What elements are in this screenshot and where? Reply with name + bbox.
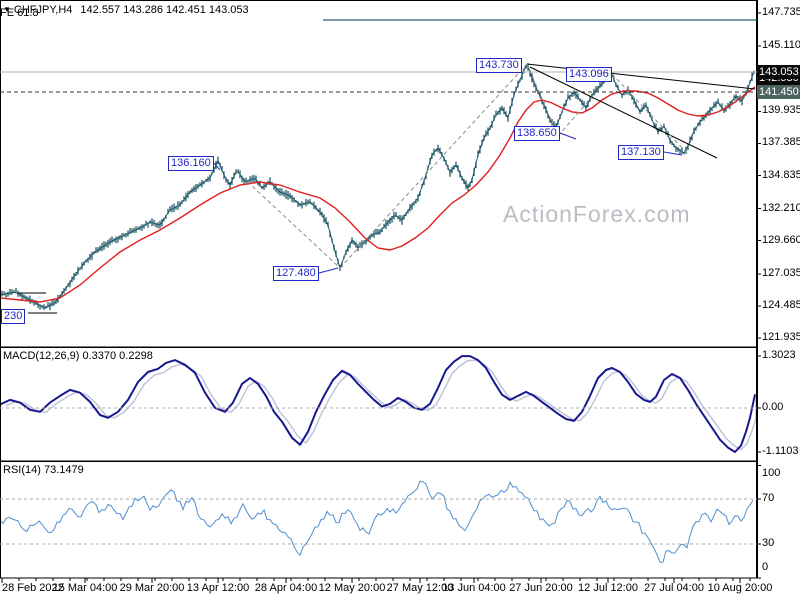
swing-price-label: 143.096: [566, 67, 612, 82]
date-axis-label: 15 Mar 04:00: [52, 582, 118, 594]
label-connector: [213, 162, 221, 171]
fib-extension-label: FE 61.8: [0, 7, 39, 19]
rsi-indicator-label: RSI(14) 73.1479: [3, 464, 84, 476]
zigzag-line: [611, 73, 689, 155]
date-axis-label: 27 Jun 20:00: [509, 582, 573, 594]
swing-price-label: 127.480: [273, 266, 319, 281]
macd-axis-tick: 0.00: [762, 400, 784, 413]
price-axis-tick: 139.935: [762, 104, 800, 117]
price-axis-tick: 127.035: [762, 266, 800, 279]
date-axis-label: 28 Feb 2022: [2, 582, 64, 594]
trend-line: [529, 66, 718, 159]
macd-line: [1, 355, 756, 453]
price-axis-tick: 134.835: [762, 168, 800, 181]
price-pane[interactable]: [0, 63, 756, 311]
rsi-axis-tick: 70: [762, 492, 775, 504]
rsi-axis-tick: 30: [762, 537, 775, 549]
macd-axis-tick: 1.3023: [762, 349, 796, 361]
trend-line: [526, 63, 756, 90]
chevron-down-icon: ▼: [3, 5, 11, 14]
symbol-timeframe: CHFJPY,H4: [13, 4, 73, 16]
date-axis-label: 28 Apr 04:00: [254, 582, 318, 594]
date-axis-label: 10 Aug 20:00: [707, 582, 773, 594]
date-axis-label: 29 Mar 20:00: [119, 582, 185, 594]
swing-price-label: 137.130: [618, 145, 664, 160]
price-axis-tick: 124.485: [762, 298, 800, 311]
price-axis-tick: 147.735: [762, 6, 800, 18]
macd-indicator-label: MACD(12,26,9) 0.3370 0.2298: [3, 350, 153, 362]
macd-axis-tick: -1.1103: [762, 444, 799, 457]
date-axis-label: 12 May 20:00: [318, 582, 386, 594]
swing-price-label: 230: [1, 309, 26, 324]
ohlc-values: 142.557 143.286 142.451 143.053: [80, 4, 249, 16]
date-axis-label: 12 Jul 12:00: [578, 582, 638, 594]
date-axis-label: 27 May 12:00: [386, 582, 454, 594]
chart-title: ▼ CHFJPY,H4 142.557 143.286 142.451 143.05…: [3, 4, 249, 16]
label-connector: [559, 132, 577, 140]
price-axis-tick: 137.385: [762, 136, 800, 149]
macd-pane[interactable]: [0, 355, 756, 453]
zigzag-line: [236, 171, 341, 269]
label-connector: [663, 151, 683, 156]
price-flag: 141.450: [757, 85, 800, 100]
price-axis-tick: 132.210: [762, 201, 800, 214]
zigzag-line: [526, 63, 559, 137]
price-flag: 143.053: [757, 64, 800, 79]
date-axis-label: 27 Jul 04:00: [644, 582, 704, 594]
rsi-axis-tick: 100: [762, 467, 781, 479]
date-axis-label: 13 Jun 04:00: [442, 582, 506, 594]
pane-border: [0, 461, 757, 579]
price-axis-tick: 121.935: [762, 331, 800, 343]
swing-price-label: 143.730: [476, 58, 522, 73]
date-axis-label: 13 Apr 12:00: [186, 582, 250, 594]
watermark: ActionForex.com: [503, 201, 691, 227]
pane-border: [0, 0, 757, 348]
rsi-axis-tick: 0: [762, 561, 769, 573]
price-series: [1, 63, 755, 311]
price-axis-tick: 129.660: [762, 233, 800, 246]
rsi-pane[interactable]: [0, 480, 754, 563]
price-axis-tick: 145.110: [762, 39, 800, 52]
swing-price-label: 138.650: [514, 126, 560, 141]
rsi-line: [1, 480, 754, 563]
swing-price-label: 136.160: [168, 156, 214, 171]
label-connector: [318, 267, 339, 274]
macd-signal-line: [5, 359, 756, 451]
ma-line: [1, 86, 756, 303]
